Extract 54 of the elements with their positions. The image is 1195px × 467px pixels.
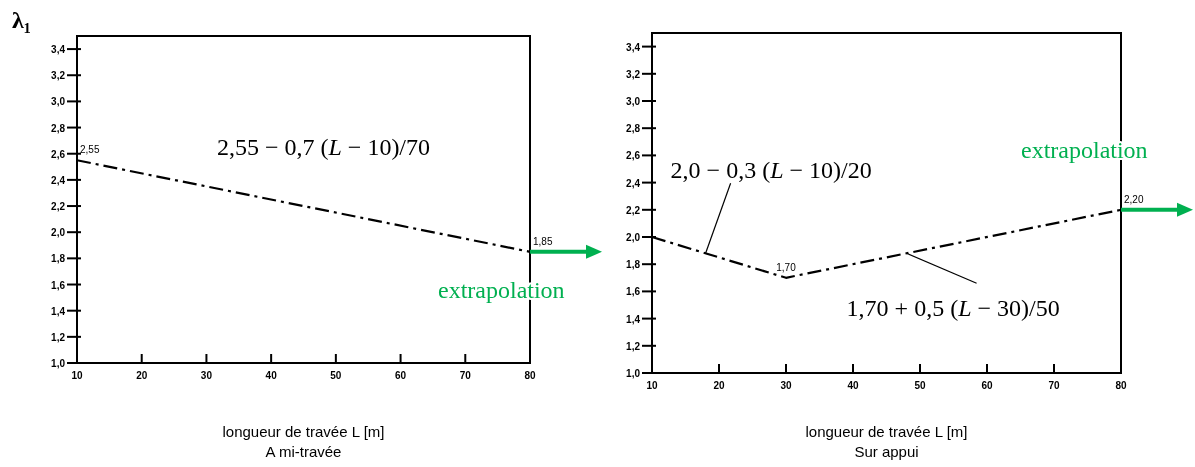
x-tick-label: 40 (847, 380, 859, 391)
y-tick-label: 2,8 (51, 122, 66, 134)
y-tick-label: 2,2 (51, 201, 66, 213)
y-tick-label: 1,0 (51, 358, 66, 369)
y-tick-label: 2,0 (626, 232, 641, 243)
x-tick-label: 10 (71, 370, 83, 381)
x-tick-label: 80 (1115, 380, 1127, 391)
y-axis-title: λ₁ (12, 7, 31, 33)
y-tick-label: 3,4 (626, 41, 641, 53)
y-tick-label: 1,6 (626, 286, 641, 298)
x-axis-title: longueur de travée L [m] (222, 423, 385, 440)
x-tick-label: 30 (780, 380, 792, 391)
y-tick-label: 2,2 (626, 204, 641, 216)
x-tick-label: 20 (136, 370, 148, 381)
x-tick-label: 60 (981, 380, 993, 391)
x-tick-label: 40 (265, 370, 278, 381)
y-tick-label: 1,4 (51, 305, 66, 317)
x-tick-label: 70 (1048, 380, 1060, 391)
y-tick-label: 1,8 (51, 253, 66, 265)
annotation: 1,70 + 0,5 (L − 30)/50 (846, 295, 1060, 322)
y-tick-label: 2,6 (626, 150, 641, 162)
annotation: 2,0 − 0,3 (L − 10)/20 (670, 157, 872, 184)
x-tick-label: 20 (713, 380, 725, 391)
data-label: 1,70 (776, 261, 797, 273)
y-tick-label: 3,2 (51, 70, 66, 82)
y-tick-label: 2,6 (51, 148, 66, 160)
y-tick-label: 2,4 (626, 177, 641, 189)
text: A mi-travée (265, 443, 342, 460)
y-tick-label: 1,6 (51, 279, 66, 291)
y-tick-label: 3,0 (626, 96, 641, 107)
y-tick-label: 1,8 (626, 259, 641, 271)
y-tick-label: 2,0 (51, 227, 66, 239)
data-label: 1,85 (533, 235, 553, 247)
x-axis-title: longueur de travée L [m] (805, 423, 968, 440)
y-tick-label: 3,0 (51, 96, 66, 108)
y-tick-label: 2,8 (626, 123, 641, 135)
x-tick-label: 50 (330, 370, 342, 381)
data-label: 2,55 (80, 144, 100, 156)
x-tick-label: 50 (914, 380, 926, 391)
y-tick-label: 3,4 (51, 44, 66, 56)
x-tick-label: 10 (646, 380, 658, 391)
y-tick-label: 1,0 (626, 368, 641, 379)
y-tick-label: 1,4 (626, 313, 641, 325)
y-tick-label: 2,4 (51, 174, 66, 186)
x-tick-label: 60 (395, 370, 407, 381)
x-tick-label: 30 (200, 370, 213, 381)
x-tick-label: 80 (524, 370, 536, 381)
data-label: 2,20 (1124, 193, 1144, 205)
text: Sur appui (854, 443, 919, 460)
y-tick-label: 1,2 (626, 340, 641, 352)
y-tick-label: 1,2 (51, 331, 66, 343)
y-tick-label: 3,2 (626, 68, 641, 80)
x-tick-label: 70 (459, 370, 472, 381)
annotation: 2,55 − 0,7 (L − 10)/70 (216, 133, 431, 160)
